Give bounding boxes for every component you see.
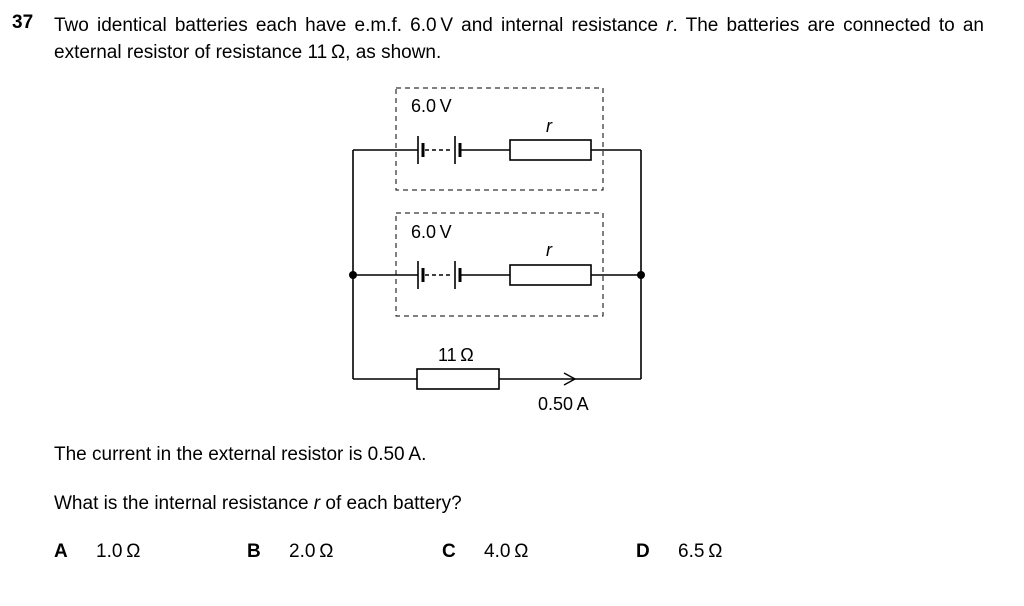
battery2-cells (417, 261, 462, 289)
junction-left (349, 271, 357, 279)
current-arrow (563, 372, 577, 386)
battery1-box (395, 87, 604, 191)
question-text: Two identical batteries each have e.m.f.… (54, 12, 984, 66)
option-a-value[interactable]: 1.0 Ω (96, 541, 141, 562)
option-d-value[interactable]: 6.5 Ω (678, 541, 723, 562)
external-resistor (416, 368, 500, 390)
internal-resistor-2 (509, 264, 592, 286)
option-b-value[interactable]: 2.0 Ω (289, 541, 334, 562)
battery2-label: 6.0 V (411, 222, 452, 242)
question-number: 37 (12, 12, 34, 33)
option-a-letter[interactable]: A (54, 541, 68, 562)
question-text-part2: . The batteries are connected to an exte… (54, 15, 984, 63)
statement-text: The current in the external resistor is … (54, 444, 427, 465)
prompt-text: What is the internal resistance r of eac… (54, 493, 462, 515)
internal1-label: r (546, 116, 553, 136)
prompt-r-symbol: r (313, 493, 321, 514)
current-label: 0.50 A (538, 394, 589, 414)
junction-right (637, 271, 645, 279)
question-text-part1: Two identical batteries each have e.m.f.… (54, 15, 667, 36)
option-b-letter[interactable]: B (247, 541, 261, 562)
internal-resistor-1 (509, 139, 592, 161)
battery2-box (395, 212, 604, 317)
question-r-symbol: r (666, 15, 673, 36)
battery1-label: 6.0 V (411, 96, 452, 116)
prompt-part1: What is the internal resistance (54, 493, 314, 514)
external-label: 11 Ω (438, 345, 474, 365)
option-d-letter[interactable]: D (636, 541, 650, 562)
option-c-letter[interactable]: C (442, 541, 456, 562)
battery1-cells (417, 136, 462, 164)
prompt-part2: of each battery? (320, 493, 462, 514)
option-c-value[interactable]: 4.0 Ω (484, 541, 529, 562)
circuit-diagram: 6.0 V r 6.0 V r 11 Ω 0.50 A (349, 87, 645, 414)
internal2-label: r (546, 240, 553, 260)
